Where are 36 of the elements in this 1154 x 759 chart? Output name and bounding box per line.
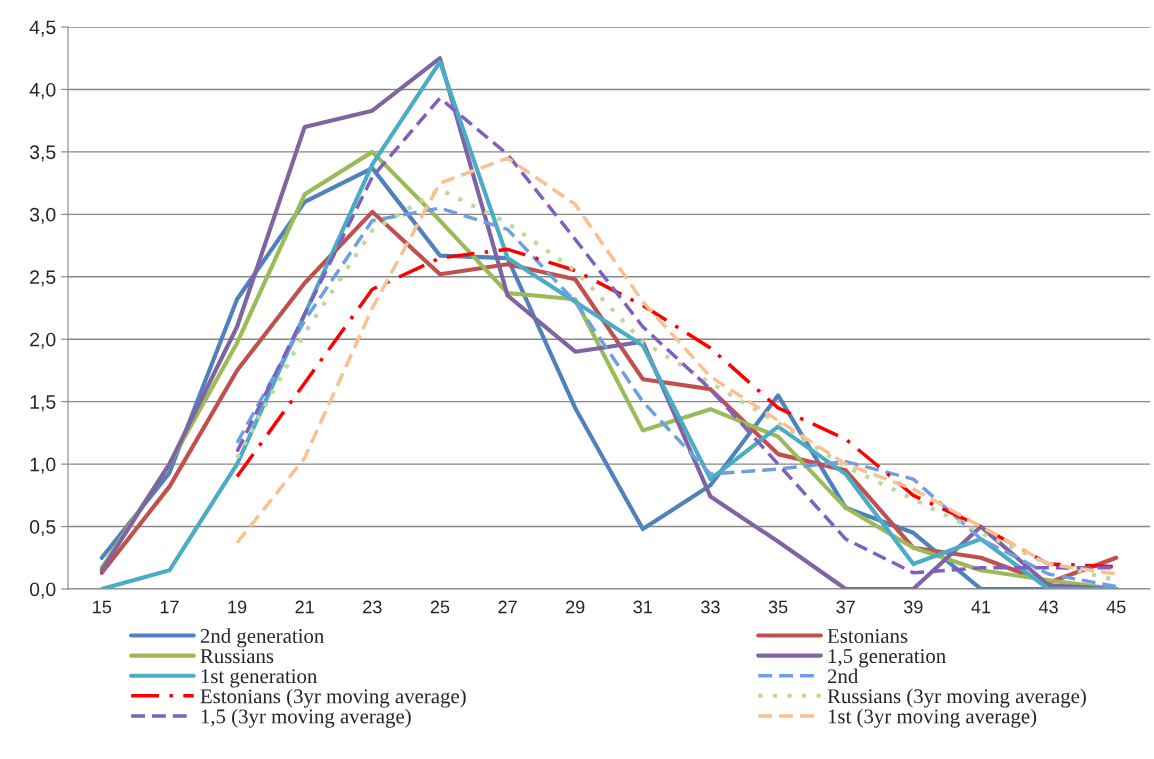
legend-label: 1st (3yr moving average) [828,708,1037,728]
y-tick-label: 2,0 [30,332,56,349]
x-tick-label: 21 [295,600,314,614]
y-tick-label: 1,5 [30,395,56,412]
legend-label: 2nd generation [200,628,324,648]
y-tick-label: 3,5 [29,145,56,162]
x-tick-label: 45 [1106,600,1126,614]
y-tick-label: 4,5 [29,20,56,37]
x-tick-label: 37 [836,600,855,614]
legend-label: 1st generation [201,669,318,688]
legend-label: Estonians [827,629,908,644]
legend-label: 1,5 (3yr moving average) [201,708,411,728]
legend-label: Russians [200,649,274,664]
legend-label: Russians (3yr moving average) [827,688,1086,708]
x-tick-label: 25 [430,600,450,614]
x-tick-label: 15 [93,600,112,614]
x-tick-label: 27 [498,600,517,614]
x-tick-label: 41 [971,600,991,614]
y-tick-label: 3,0 [29,207,56,224]
y-tick-label: 2,5 [30,270,56,287]
x-tick-label: 17 [160,600,179,614]
legend-label: 2nd [827,668,859,684]
x-tick-label: 35 [768,600,788,614]
x-tick-label: 19 [228,600,247,614]
y-tick-label: 0,5 [29,520,56,537]
y-tick-label: 1,0 [30,457,56,474]
x-tick-label: 39 [903,600,923,614]
x-tick-label: 29 [566,600,585,614]
legend-label: 1,5 generation [828,649,946,668]
y-tick-label: 0,0 [29,582,56,599]
y-tick-label: 4,0 [29,82,56,99]
legend-label: Estonians (3yr moving average) [200,688,466,708]
x-tick-label: 33 [701,600,720,614]
x-tick-label: 43 [1038,600,1058,614]
x-tick-label: 23 [363,600,382,614]
x-tick-label: 31 [633,600,652,614]
